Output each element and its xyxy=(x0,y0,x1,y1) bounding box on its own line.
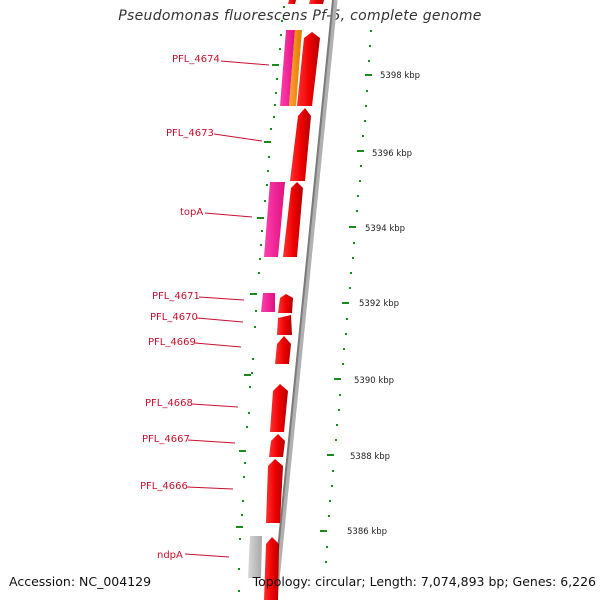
gene-label-PFL_4671: PFL_4671 xyxy=(152,291,200,302)
gene-label-PFL_4674: PFL_4674 xyxy=(172,54,220,65)
map-title: Pseudomonas fluorescens Pf-5, complete g… xyxy=(118,8,482,24)
gene-label-PFL_4666: PFL_4666 xyxy=(140,481,188,492)
gene-topA-arrow xyxy=(283,182,303,257)
scale-labels: 5398 kbp 5396 kbp 5394 kbp 5392 kbp 5390… xyxy=(347,71,420,537)
gene-label-PFL_4673: PFL_4673 xyxy=(166,128,214,139)
gene-PFL_4674-arrow xyxy=(297,32,320,106)
gene-PFL_4674-highlight-orange xyxy=(289,30,302,106)
genome-backbone xyxy=(272,0,338,600)
gene-PFL_4667-arrow xyxy=(269,434,285,457)
gene-labels: PFL_4674 PFL_4673 topA PFL_4671 PFL_4670… xyxy=(140,54,220,561)
label-leaders xyxy=(184,60,270,558)
scale-label-5392: 5392 kbp xyxy=(359,299,399,309)
scale-label-5386: 5386 kbp xyxy=(347,527,387,537)
gene-PFL_4668-arrow xyxy=(270,384,288,432)
gene-PFL_4674-highlight-pink xyxy=(280,30,295,106)
gene-label-topA: topA xyxy=(180,207,203,218)
accession-text: Accession: NC_004129 xyxy=(9,574,152,589)
gene-PFL_4666-arrow xyxy=(266,459,283,523)
gene-PFL_4670-arrow xyxy=(277,315,292,335)
gene-arrow xyxy=(309,0,324,4)
gene-label-PFL_4668: PFL_4668 xyxy=(145,398,193,409)
gene-PFL_4673-arrow xyxy=(290,108,311,181)
gene-label-ndpA: ndpA xyxy=(157,550,183,561)
scale-label-5396: 5396 kbp xyxy=(372,149,412,159)
gene-topA-highlight xyxy=(264,182,285,257)
gene-PFL_4671-arrow xyxy=(278,294,293,313)
gene-PFL_4671-highlight xyxy=(261,293,275,312)
gene-label-PFL_4669: PFL_4669 xyxy=(148,337,196,348)
gene-features xyxy=(248,0,324,600)
scale-label-5388: 5388 kbp xyxy=(350,452,390,462)
scale-label-5390: 5390 kbp xyxy=(354,376,394,386)
scale-tick-marks xyxy=(320,74,372,532)
inner-tick-marks xyxy=(236,64,279,528)
gene-PFL_4669-arrow xyxy=(275,336,291,364)
gene-arrow-PFL_4675 xyxy=(288,0,296,4)
gene-ndpA-arrow xyxy=(264,537,279,600)
gene-label-PFL_4667: PFL_4667 xyxy=(142,434,190,445)
scale-label-5394: 5394 kbp xyxy=(365,224,405,234)
outer-dotted-track xyxy=(325,30,372,563)
topology-text: Topology: circular; Length: 7,074,893 bp… xyxy=(252,574,596,589)
scale-label-5398: 5398 kbp xyxy=(380,71,420,81)
gene-label-PFL_4670: PFL_4670 xyxy=(150,312,198,323)
inner-dotted-track xyxy=(238,6,285,592)
gene-ndpA-highlight xyxy=(248,536,262,578)
